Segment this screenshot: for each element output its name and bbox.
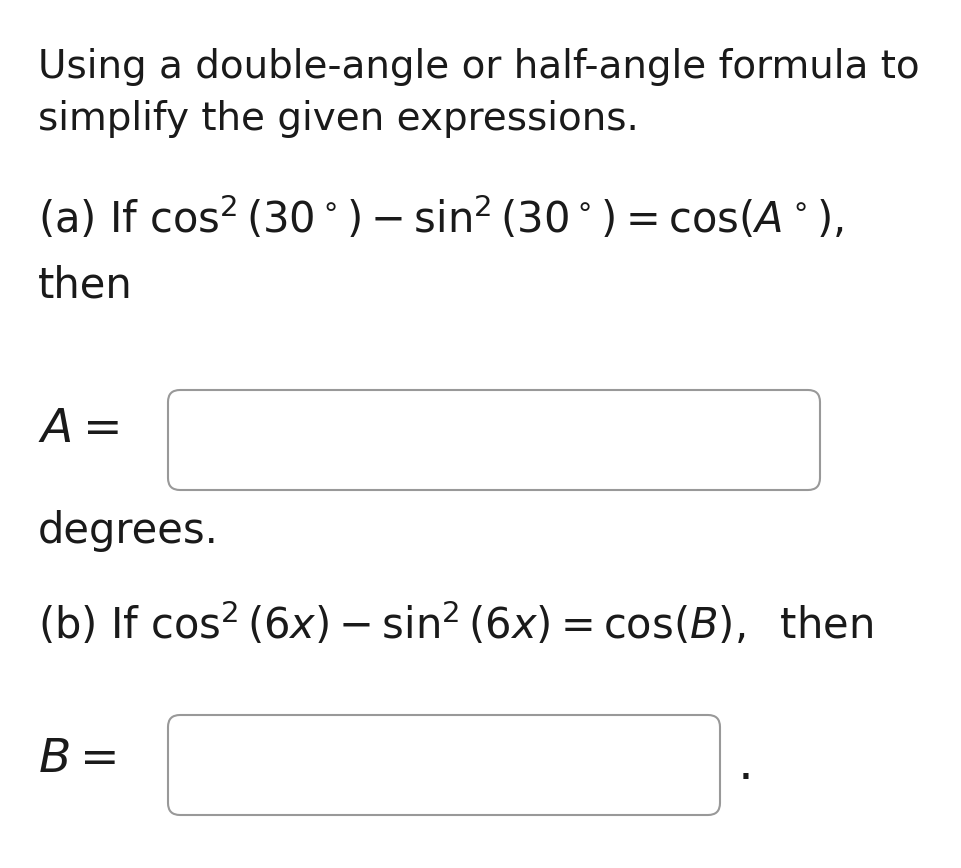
Text: simplify the given expressions.: simplify the given expressions. xyxy=(38,100,638,138)
FancyBboxPatch shape xyxy=(168,715,719,815)
Text: $A =$: $A =$ xyxy=(38,407,118,452)
Text: $B =$: $B =$ xyxy=(38,738,116,782)
FancyBboxPatch shape xyxy=(168,390,819,490)
Text: (a) If $\cos^2(30^\circ) - \sin^2(30^\circ) = \cos(A^\circ),$: (a) If $\cos^2(30^\circ) - \sin^2(30^\ci… xyxy=(38,195,843,242)
Text: degrees.: degrees. xyxy=(38,510,219,552)
Text: (b) If $\cos^2(6x) - \sin^2(6x) = \cos(B),\;$ then: (b) If $\cos^2(6x) - \sin^2(6x) = \cos(B… xyxy=(38,600,873,648)
Text: .: . xyxy=(737,741,753,789)
Text: Using a double-angle or half-angle formula to: Using a double-angle or half-angle formu… xyxy=(38,48,919,86)
Text: then: then xyxy=(38,265,133,307)
